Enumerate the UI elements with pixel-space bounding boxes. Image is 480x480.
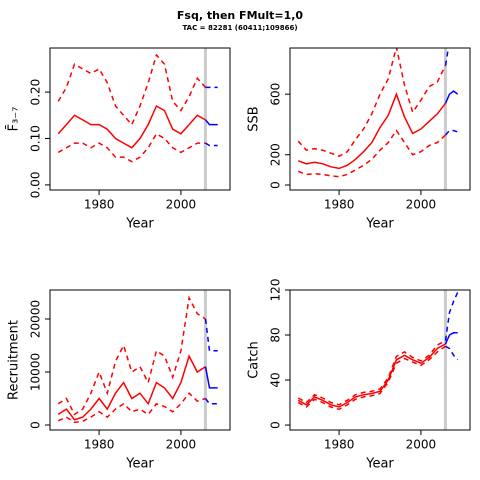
plot-frame: [49, 47, 231, 191]
y-tick-label: 40: [269, 372, 283, 387]
series-line: [444, 48, 450, 66]
x-tick-label: 1980: [84, 198, 115, 212]
x-axis-title: Year: [125, 457, 154, 472]
series-line: [444, 291, 459, 341]
y-tick-label: 0.20: [29, 79, 43, 106]
series-line: [57, 132, 206, 163]
x-tick-label: 1980: [84, 438, 115, 452]
series-line: [57, 295, 206, 416]
y-tick-label: 80: [269, 327, 283, 342]
y-tick-label: 20000: [29, 300, 43, 338]
series-line: [204, 398, 218, 405]
series-line: [297, 129, 447, 178]
x-tick-label: 2000: [406, 198, 437, 212]
series-line: [297, 339, 446, 406]
plot-area: [297, 48, 459, 190]
x-axis-title: Year: [125, 217, 154, 232]
series-line: [444, 90, 459, 104]
chart-title: Fsq, then FMult=1,0: [177, 9, 304, 22]
x-axis-title: Year: [365, 217, 394, 232]
series-line: [297, 92, 447, 170]
series-line: [445, 345, 459, 361]
series-line: [204, 366, 218, 389]
y-tick-label: 120: [269, 279, 283, 302]
x-tick-label: 1980: [324, 438, 355, 452]
series-line: [57, 354, 206, 421]
series-line: [297, 345, 446, 411]
y-tick-label: 0.00: [29, 172, 43, 199]
x-tick-label: 2000: [166, 438, 197, 452]
series-line: [444, 129, 458, 136]
x-tick-label: 2000: [166, 198, 197, 212]
y-axis-title: Recruitment: [7, 320, 22, 400]
y-tick-label: 10000: [29, 353, 43, 391]
y-tick-label: 0.10: [29, 125, 43, 152]
series-line: [297, 48, 447, 158]
x-axis-title: Year: [365, 457, 394, 472]
series-line: [204, 318, 218, 352]
series-line: [204, 119, 218, 126]
series-line: [205, 142, 218, 147]
plot-area: [57, 290, 218, 430]
plot-area: [297, 290, 459, 430]
series-line: [297, 343, 446, 408]
x-tick-label: 2000: [406, 438, 437, 452]
y-axis-title: Catch: [247, 341, 262, 379]
x-tick-label: 1980: [324, 198, 355, 212]
plot-area: [57, 48, 218, 190]
y-tick-label: 200: [269, 143, 283, 166]
y-tick-label: 600: [269, 83, 283, 106]
y-axis-title: SSB: [247, 106, 262, 131]
y-axis-title: F̄₃₋₇: [6, 107, 21, 132]
plot-frame: [49, 289, 231, 431]
series-line: [57, 53, 207, 126]
plot-frame: [289, 289, 471, 431]
plot-frame: [289, 47, 471, 191]
series-line: [444, 332, 458, 345]
y-tick-label: 0: [269, 181, 283, 189]
series-line: [57, 104, 206, 149]
chart-subtitle: TAC = 82281 (60411;109866): [182, 24, 297, 32]
y-tick-label: 0: [29, 421, 43, 429]
y-tick-label: 0: [269, 421, 283, 429]
